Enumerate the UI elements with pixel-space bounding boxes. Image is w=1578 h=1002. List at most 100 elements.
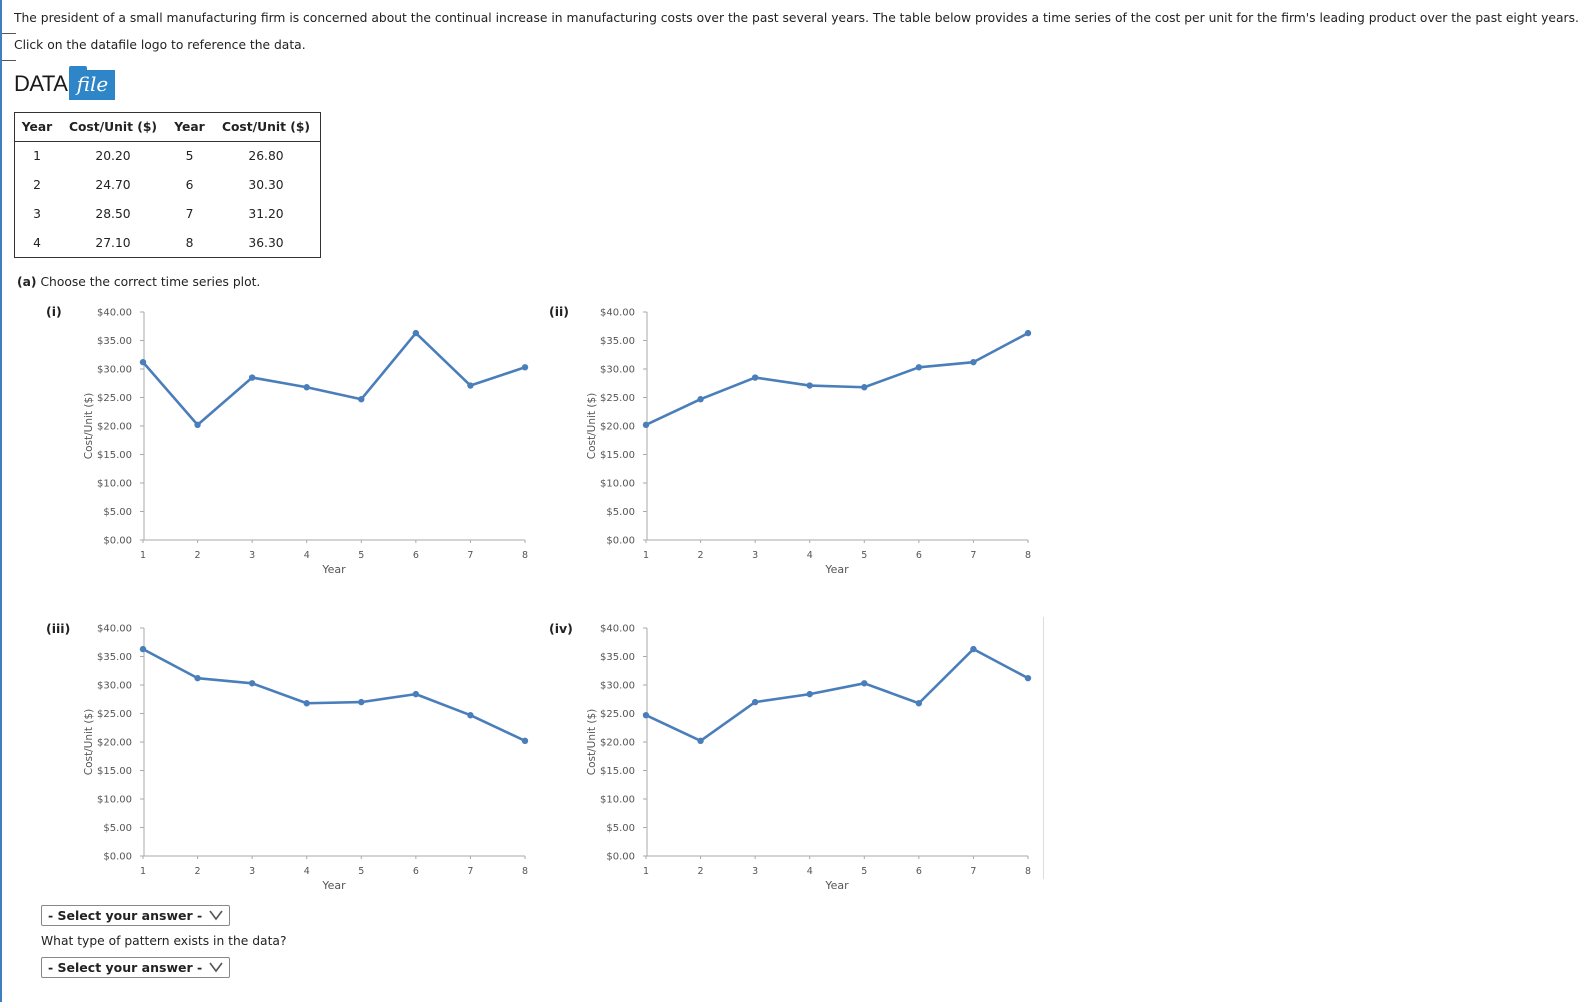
question-text: The president of a small manufacturing f… <box>14 11 1578 25</box>
x-tick-label: 3 <box>752 550 758 561</box>
data-point <box>467 712 474 719</box>
chevron-down-icon <box>209 910 223 921</box>
x-tick-label: 1 <box>643 550 649 561</box>
table-cell: 4 <box>33 235 41 250</box>
x-tick-label: 6 <box>916 866 922 877</box>
x-tick-label: 1 <box>643 866 649 877</box>
y-tick-label: $0.00 <box>606 852 635 863</box>
y-tick-label: $10.00 <box>97 479 132 490</box>
y-tick-label: $15.00 <box>600 450 635 461</box>
time-series-chart-iii: $0.00 $5.00 $10.00 $15.00 $20.00 $25.00 $30.00… <box>83 624 529 892</box>
x-tick-label: 6 <box>916 550 922 561</box>
y-tick-label: $10.00 <box>600 479 635 490</box>
y-tick-label: $35.00 <box>97 336 132 347</box>
x-axis-label: Year <box>321 563 346 576</box>
table-cell: 2 <box>33 178 41 193</box>
data-point <box>751 698 759 706</box>
folder-icon: file <box>69 66 116 100</box>
x-tick-label: 3 <box>752 866 758 877</box>
x-tick-label: 4 <box>304 866 310 877</box>
datafile-logo-file: file <box>76 72 109 96</box>
table-cell: 30.30 <box>248 178 284 193</box>
table-row: 4 27.10 8 36.30 <box>15 228 321 257</box>
y-axis-label: Cost/Unit ($) <box>83 709 95 775</box>
x-tick-label: 8 <box>1025 550 1031 561</box>
y-tick-label: $40.00 <box>600 308 635 319</box>
table-row: 3 28.50 7 31.20 <box>15 200 321 229</box>
table-header: Cost/Unit ($) <box>212 112 321 142</box>
x-tick-label: 2 <box>698 550 704 561</box>
y-axis-label: Cost/Unit ($) <box>586 709 598 775</box>
data-point <box>303 700 310 707</box>
y-tick-label: $20.00 <box>600 422 635 433</box>
x-tick-label: 4 <box>807 866 813 877</box>
data-point <box>915 700 923 707</box>
x-tick-label: 7 <box>467 550 473 561</box>
data-point <box>806 382 813 389</box>
x-axis-label: Year <box>321 879 346 892</box>
x-tick-label: 3 <box>249 550 255 561</box>
x-axis-label: Year <box>824 879 849 892</box>
series-line <box>142 647 526 743</box>
data-point <box>970 645 977 653</box>
x-tick-label: 8 <box>522 866 528 877</box>
y-tick-label: $40.00 <box>97 308 132 319</box>
table-cell: 20.20 <box>95 149 131 164</box>
data-point <box>248 374 256 381</box>
y-tick-label: $15.00 <box>97 766 132 777</box>
x-tick-label: 5 <box>861 866 867 877</box>
y-tick-label: $20.00 <box>97 738 132 749</box>
y-tick-label: $30.00 <box>600 365 635 376</box>
select-label: - Select your answer - <box>48 908 203 923</box>
option-label-ii: (ii) <box>549 304 569 319</box>
table-header: Cost/Unit ($) <box>59 112 167 142</box>
x-tick-label: 7 <box>970 866 976 877</box>
data-point <box>970 358 977 366</box>
table-cell: 24.70 <box>95 178 131 193</box>
part-a-text: Choose the correct time series plot. <box>40 275 261 289</box>
option-label-i: (i) <box>46 304 62 319</box>
data-point <box>697 737 704 745</box>
table-cell: 7 <box>185 206 194 221</box>
plot-answer-select[interactable]: - Select your answer - <box>41 905 230 926</box>
click-instruction: Click on the datafile logo to reference … <box>14 38 306 52</box>
y-axis-label: Cost/Unit ($) <box>83 393 95 459</box>
left-accent-bar <box>0 0 2 1002</box>
data-point <box>697 396 704 403</box>
data-point <box>642 712 650 719</box>
x-tick-label: 8 <box>1025 866 1031 877</box>
data-point <box>806 690 813 698</box>
data-point <box>861 384 868 391</box>
data-point <box>358 698 365 706</box>
y-tick-label: $25.00 <box>600 393 635 404</box>
series-line <box>142 331 526 427</box>
table-cell: 28.50 <box>95 206 131 221</box>
table-row: 2 24.70 6 30.30 <box>15 171 321 200</box>
y-tick-label: $0.00 <box>606 536 635 547</box>
option-label-iv: (iv) <box>549 621 573 636</box>
y-tick-label: $30.00 <box>97 681 132 692</box>
x-tick-label: 5 <box>358 866 364 877</box>
x-tick-label: 1 <box>140 550 146 561</box>
data-point <box>915 364 923 371</box>
pattern-answer-select[interactable]: - Select your answer - <box>41 957 230 978</box>
part-a-prompt: (a) Choose the correct time series plot. <box>17 275 260 289</box>
y-tick-label: $30.00 <box>600 681 635 692</box>
divider <box>2 33 16 34</box>
y-tick-label: $40.00 <box>97 624 132 635</box>
table-cell: 27.10 <box>95 235 131 250</box>
select-label: - Select your answer - <box>48 960 203 975</box>
datafile-logo[interactable]: DATA file <box>14 64 116 100</box>
time-series-chart-ii: $0.00 $5.00 $10.00 $15.00 $20.00 $25.00 $30.00… <box>586 308 1032 576</box>
x-tick-label: 7 <box>467 866 473 877</box>
table-cell: 31.20 <box>248 206 284 221</box>
data-point <box>194 421 201 429</box>
data-table: Year Cost/Unit ($) Year Cost/Unit ($) 1 … <box>14 112 321 259</box>
x-tick-label: 4 <box>304 550 310 561</box>
x-tick-label: 2 <box>698 866 704 877</box>
y-tick-label: $30.00 <box>97 365 132 376</box>
data-point <box>467 382 474 389</box>
x-tick-label: 2 <box>195 550 201 561</box>
table-cell: 8 <box>185 235 194 250</box>
y-tick-label: $10.00 <box>97 795 132 806</box>
